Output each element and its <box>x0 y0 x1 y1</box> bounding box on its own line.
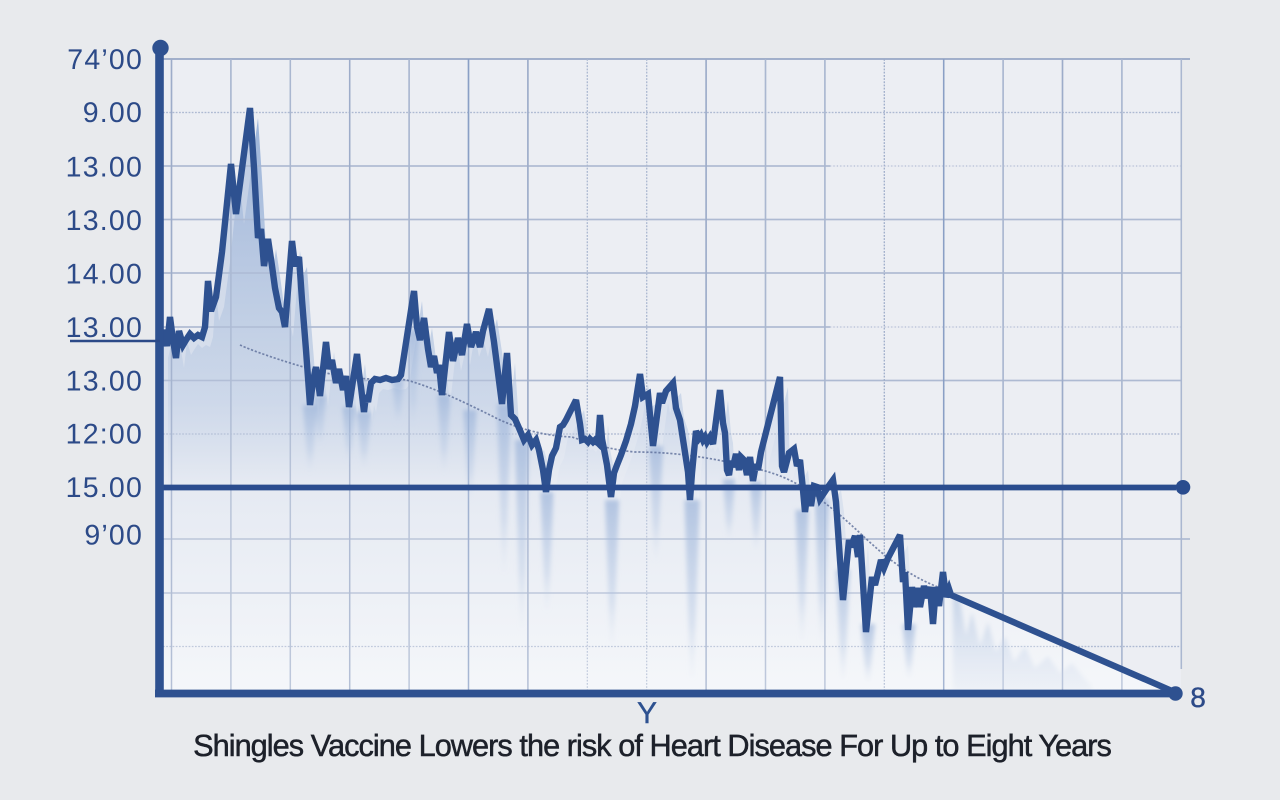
svg-text:Y: Y <box>637 697 657 730</box>
svg-text:74’00: 74’00 <box>67 44 143 76</box>
svg-text:15.00: 15.00 <box>66 472 143 504</box>
svg-text:8: 8 <box>1190 682 1206 713</box>
svg-text:9.00: 9.00 <box>83 97 143 129</box>
svg-text:12:00: 12:00 <box>66 419 143 451</box>
svg-text:Shingles Vaccine Lowers the ri: Shingles Vaccine Lowers the risk of Hear… <box>193 728 1111 763</box>
svg-text:9’00: 9’00 <box>84 520 143 552</box>
svg-text:13.00: 13.00 <box>66 152 143 184</box>
svg-text:13.00: 13.00 <box>66 366 143 398</box>
svg-text:14.00: 14.00 <box>66 259 143 291</box>
svg-text:13.00: 13.00 <box>66 205 143 237</box>
svg-text:13.00: 13.00 <box>66 312 143 344</box>
